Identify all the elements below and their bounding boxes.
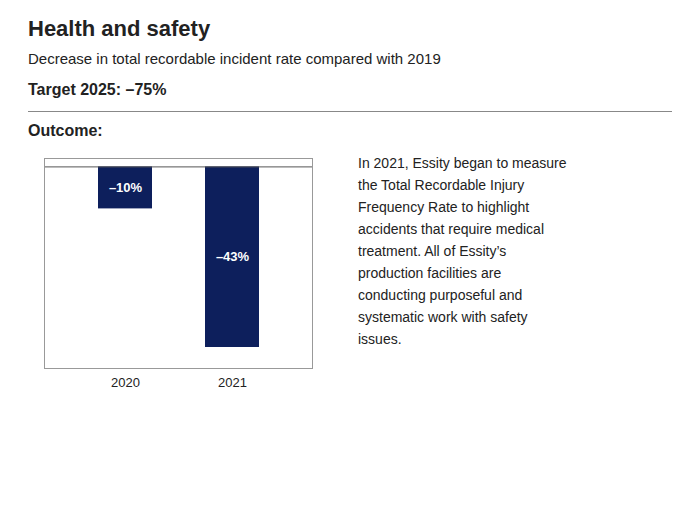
html-text:treatment. All of Essity’s: treatment. All of Essity’s — [358, 243, 507, 259]
html-text:production facilities are: production facilities are — [358, 265, 502, 281]
html-text:Decrease in total recordable i: Decrease in total recordable incident ra… — [28, 50, 441, 67]
html-text:the Total Recordable Injury: the Total Recordable Injury — [358, 177, 525, 193]
svg-text:2020: 2020 — [111, 375, 140, 390]
html-text:systematic work with safety: systematic work with safety — [358, 309, 528, 325]
html-text:Frequency Rate to highlight: Frequency Rate to highlight — [358, 199, 530, 215]
html-text:issues.: issues. — [358, 331, 402, 347]
svg-text:–43%: –43% — [216, 249, 250, 264]
html-text:Outcome:: Outcome: — [28, 122, 103, 139]
html-text:In 2021, Essity began to measu: In 2021, Essity began to measure — [358, 155, 567, 171]
svg-text:2021: 2021 — [218, 375, 247, 390]
html-text:conducting purposeful and: conducting purposeful and — [358, 287, 523, 303]
html-text:accidents that require medical: accidents that require medical — [358, 221, 544, 237]
html-text:Health and safety: Health and safety — [28, 16, 211, 41]
svg-text:–10%: –10% — [109, 180, 143, 195]
html-text:Target 2025: –75%: Target 2025: –75% — [28, 81, 167, 98]
